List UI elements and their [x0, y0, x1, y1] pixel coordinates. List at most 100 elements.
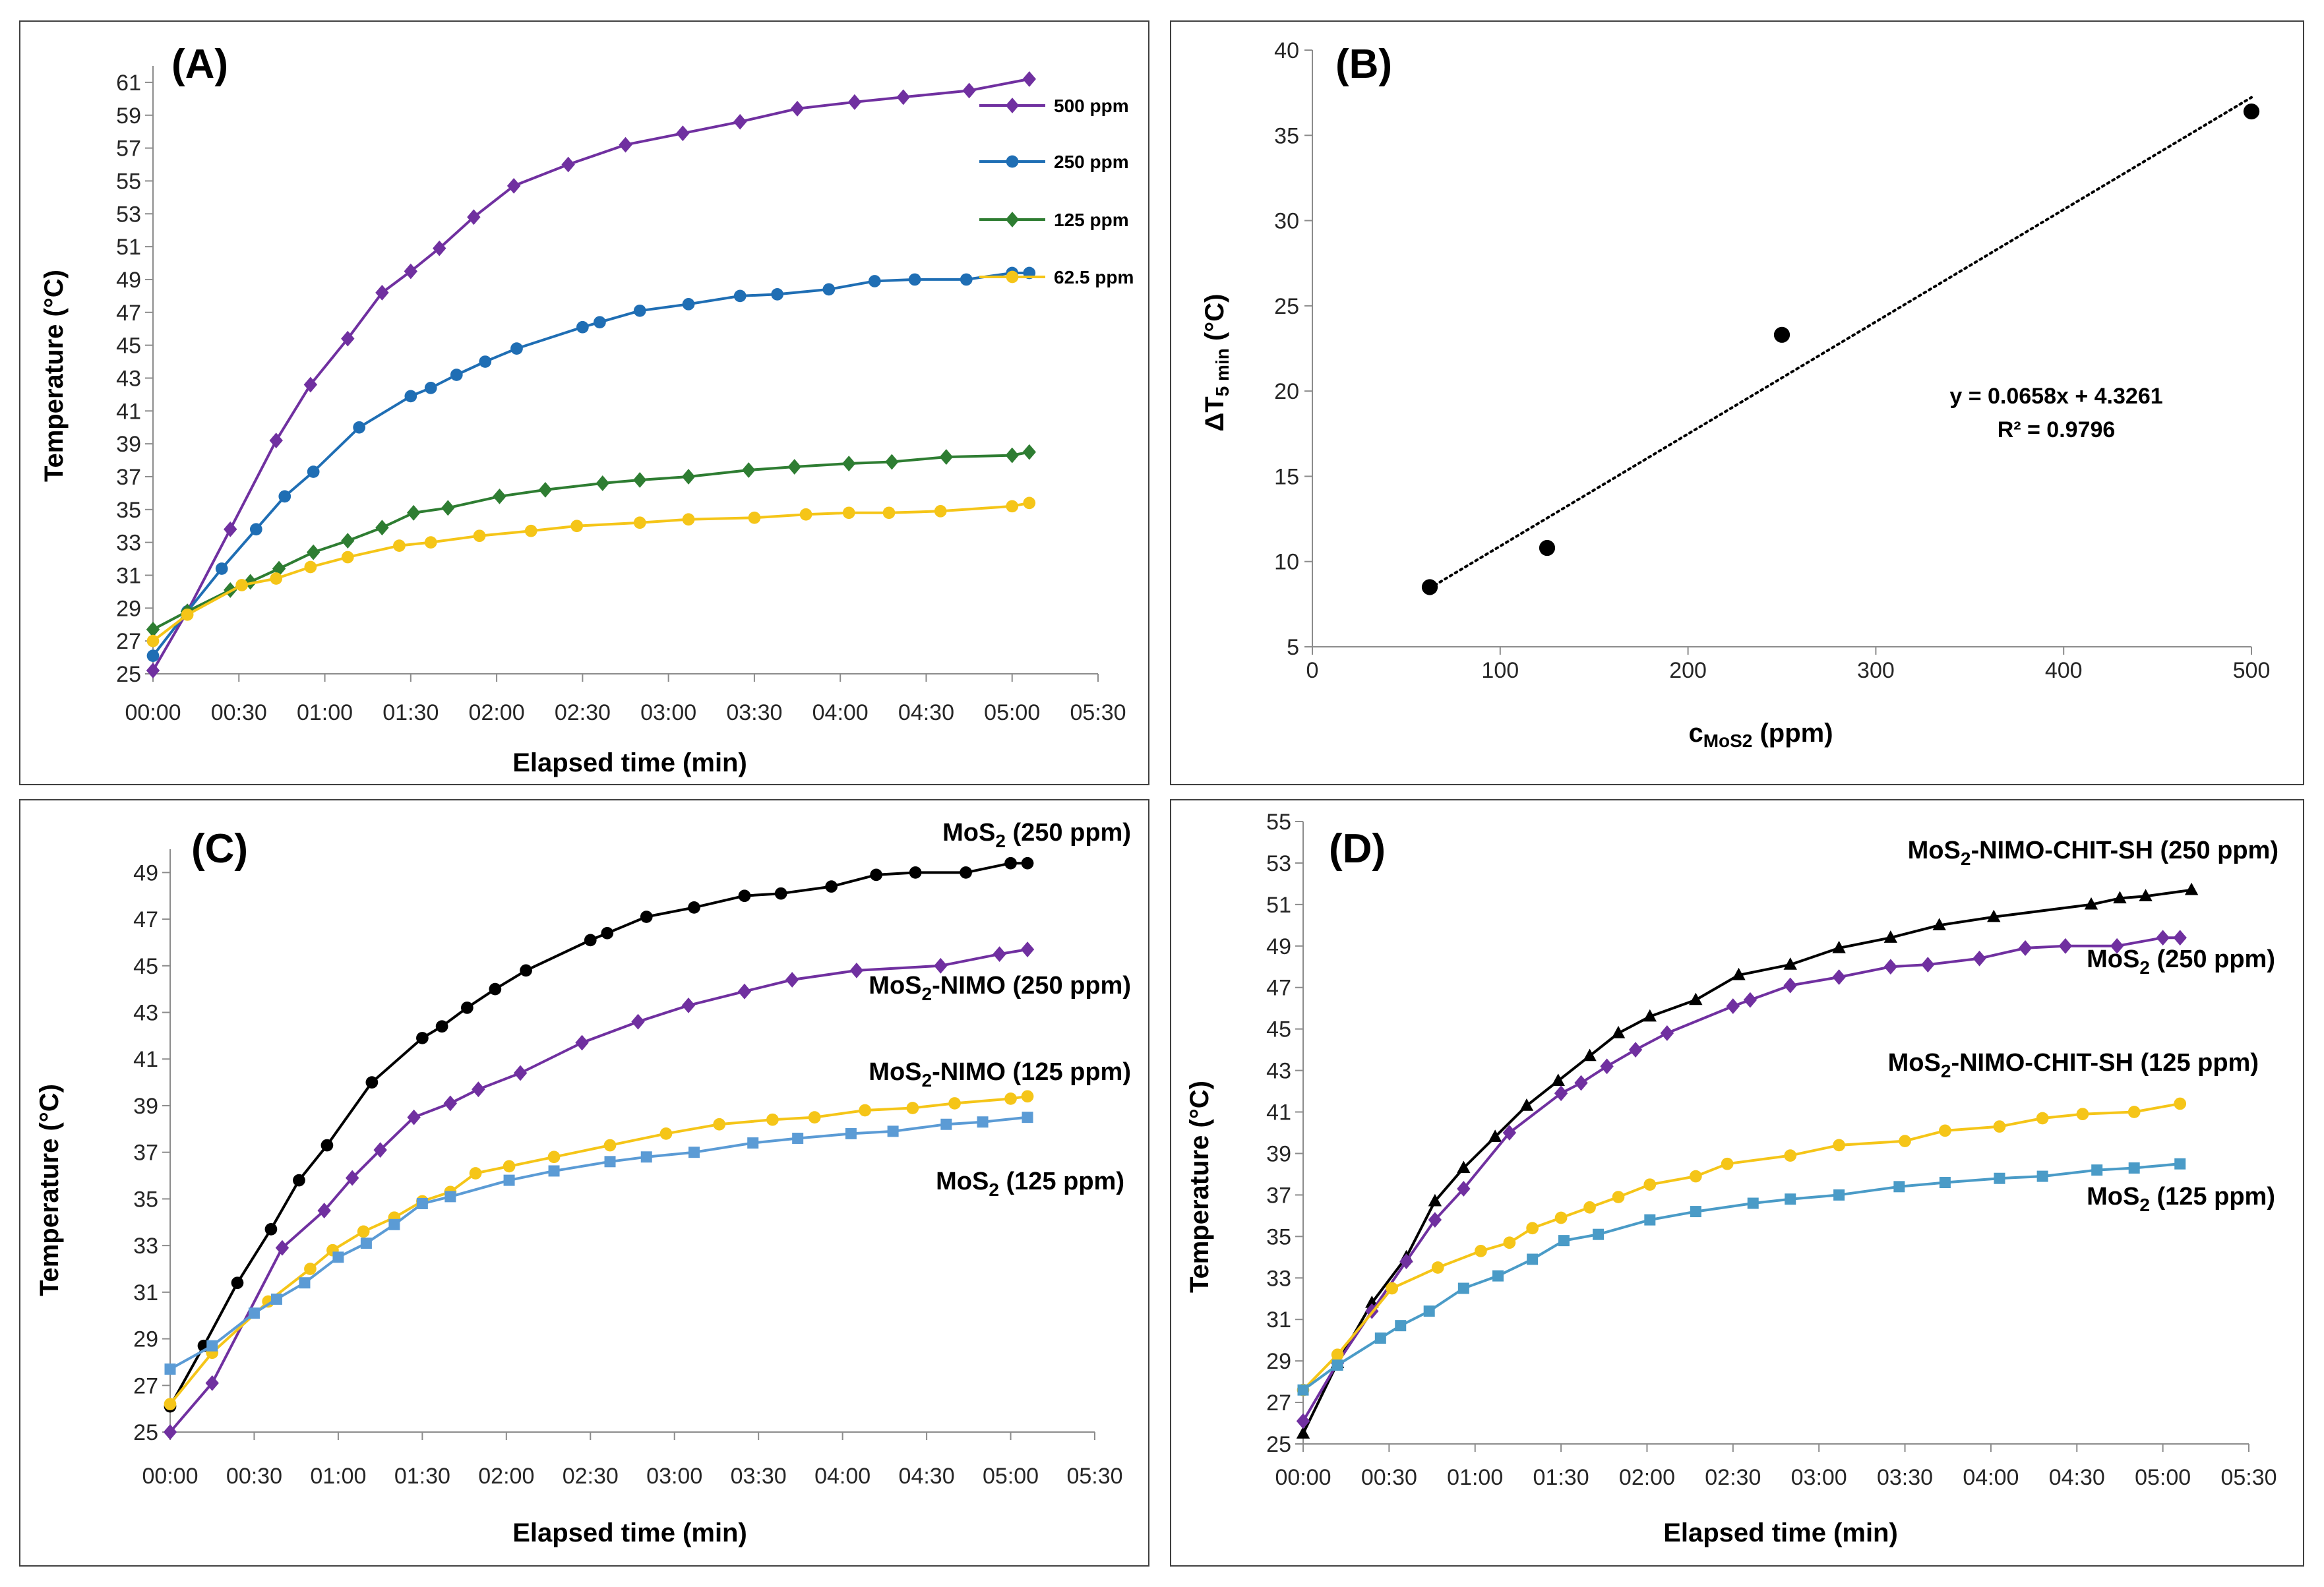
data-point	[407, 1109, 421, 1125]
y-tick-label: 33	[116, 531, 141, 556]
x-tick-label: 00:30	[226, 1464, 282, 1489]
series-line	[169, 1116, 1028, 1371]
x-tick-label: 0	[1306, 658, 1319, 683]
x-tick-label: 100	[1481, 658, 1519, 683]
data-point	[868, 275, 881, 287]
data-point	[416, 1032, 429, 1044]
data-point	[269, 433, 283, 449]
data-point	[548, 1165, 560, 1177]
panel-a-ylabel: Temperature (°C)	[40, 270, 69, 482]
y-tick-label: 25	[133, 1420, 158, 1445]
data-point	[1005, 447, 1019, 464]
data-point	[1784, 1149, 1797, 1162]
y-tick-label: 55	[1266, 810, 1291, 835]
x-tick-label: 02:00	[469, 700, 525, 725]
data-point	[908, 273, 921, 286]
data-point	[1743, 992, 1758, 1008]
data-point	[825, 880, 838, 893]
data-point	[842, 456, 856, 471]
y-tick-label: 51	[1266, 893, 1291, 918]
data-point	[681, 998, 696, 1013]
x-tick-label: 05:30	[1066, 1464, 1122, 1489]
data-point	[146, 634, 160, 647]
data-point	[332, 1251, 344, 1263]
data-point	[1457, 1181, 1471, 1197]
y-tick-label: 31	[133, 1280, 158, 1305]
panel-a-plot: 25 27 29 31 33 35 37 39 41 43 45 47 49 51 53 55 57 59 61 00…	[116, 66, 1126, 725]
data-point	[1331, 1359, 1343, 1371]
data-point	[1783, 977, 1797, 994]
data-point	[248, 1307, 260, 1319]
x-tick-label: 05:00	[983, 1464, 1039, 1489]
series-label: MoS2 (125 ppm)	[2087, 1183, 2275, 1215]
x-tick-label: 01:00	[297, 700, 353, 725]
series-3	[164, 1112, 1033, 1375]
data-point	[510, 342, 523, 355]
series-label-rest: (125 ppm)	[999, 1168, 1124, 1195]
data-point	[682, 297, 695, 311]
data-point	[365, 1076, 379, 1089]
series-label-main: MoS	[2087, 1183, 2139, 1211]
data-point	[164, 1398, 177, 1410]
data-point	[2156, 930, 2170, 946]
data-point	[849, 962, 864, 978]
data-point	[1783, 957, 1797, 970]
y-tick-label: 31	[116, 563, 141, 588]
series-label-rest: -NIMO-CHIT-SH (125 ppm)	[1951, 1049, 2259, 1077]
data-point	[224, 521, 237, 537]
data-point	[640, 911, 653, 923]
data-point	[299, 1277, 311, 1289]
series-2	[1297, 1097, 2187, 1396]
x-tick-label: 05:00	[984, 700, 1040, 725]
y-tick-label: 20	[1274, 379, 1299, 404]
data-point	[1457, 1282, 1469, 1294]
data-point	[787, 459, 801, 475]
series-label-rest: (250 ppm)	[2150, 945, 2275, 973]
data-point	[146, 649, 160, 662]
data-point	[1583, 1048, 1597, 1062]
y-tick-label: 37	[1266, 1183, 1291, 1208]
data-point	[1431, 1261, 1444, 1274]
y-tick-label: 61	[116, 71, 141, 96]
data-point	[264, 1223, 278, 1236]
data-point	[640, 1151, 652, 1163]
data-point	[375, 520, 389, 536]
data-point	[1519, 1098, 1534, 1111]
data-point	[1612, 1191, 1625, 1203]
data-point	[441, 500, 455, 516]
data-point	[163, 1424, 177, 1440]
data-point	[304, 1263, 317, 1275]
series-label-sub: 2	[1961, 849, 1971, 869]
data-point	[885, 454, 899, 470]
data-point	[1939, 1124, 1951, 1137]
series-label-sub: 2	[989, 1180, 999, 1200]
data-point	[887, 1125, 899, 1137]
data-point	[1994, 1172, 2005, 1184]
panel-c-ylabel: Temperature (°C)	[35, 1084, 64, 1296]
panel-c: (C) Elapsed time (min) Temperature (°C) …	[19, 799, 1149, 1567]
x-tick-label: 04:00	[814, 1464, 871, 1489]
data-point	[1395, 1320, 1407, 1332]
data-point	[1503, 1236, 1516, 1249]
data-point	[576, 320, 589, 334]
x-tick-label: 00:30	[211, 700, 267, 725]
data-point	[424, 536, 437, 549]
panel-a: (A) Elapsed time (min) Temperature (°C) …	[19, 20, 1149, 785]
series-line	[1302, 1102, 2181, 1391]
data-point	[2139, 889, 2153, 901]
data-point	[270, 572, 283, 585]
data-point	[1833, 1189, 1845, 1201]
data-point	[2243, 103, 2260, 120]
panel-d-label: (D)	[1329, 826, 1386, 872]
panel-d-frame	[1170, 799, 2304, 1567]
data-point	[275, 1240, 290, 1256]
x-tick-label: 02:30	[563, 1464, 619, 1489]
y-tick-label: 33	[1266, 1266, 1291, 1291]
series-label-sub: 2	[2139, 1195, 2150, 1215]
data-point	[575, 1034, 589, 1051]
x-tick-label: 03:30	[731, 1464, 787, 1489]
data-point	[1296, 1413, 1310, 1429]
x-tick-label: 01:30	[1533, 1465, 1589, 1490]
data-point	[293, 1174, 305, 1187]
